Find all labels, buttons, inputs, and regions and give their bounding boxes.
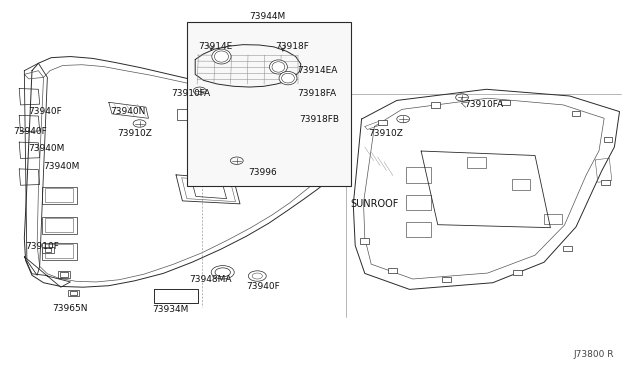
Text: J73800 R: J73800 R xyxy=(574,350,614,359)
Ellipse shape xyxy=(212,49,231,64)
Text: 73910FA: 73910FA xyxy=(172,89,211,98)
Bar xyxy=(601,180,610,185)
Bar xyxy=(544,214,562,224)
Text: SUNROOF: SUNROOF xyxy=(351,199,399,209)
Bar xyxy=(70,291,77,295)
Bar xyxy=(388,268,397,273)
Ellipse shape xyxy=(269,60,287,74)
Bar xyxy=(512,179,530,190)
Text: 73910F: 73910F xyxy=(26,242,60,251)
Ellipse shape xyxy=(279,71,297,85)
Text: 73944M: 73944M xyxy=(250,12,285,21)
Text: 73918F: 73918F xyxy=(275,42,309,51)
Text: 73940F: 73940F xyxy=(28,107,62,116)
Bar xyxy=(378,120,387,125)
Bar xyxy=(58,271,70,278)
Text: 73996: 73996 xyxy=(248,168,277,177)
Bar xyxy=(45,248,51,252)
Text: 73914E: 73914E xyxy=(198,42,233,51)
Text: 73940F: 73940F xyxy=(13,127,47,136)
Bar xyxy=(42,187,77,204)
Text: 73910FA: 73910FA xyxy=(465,100,504,109)
Text: 73940M: 73940M xyxy=(44,162,80,171)
Bar xyxy=(406,222,431,237)
Bar xyxy=(563,246,572,251)
Text: 73934M: 73934M xyxy=(152,305,189,314)
Bar xyxy=(513,270,522,275)
Bar xyxy=(42,217,77,234)
Bar xyxy=(360,238,369,244)
Bar xyxy=(572,111,580,116)
Text: 73940M: 73940M xyxy=(28,144,65,153)
Bar xyxy=(60,272,68,277)
Text: 73918FB: 73918FB xyxy=(300,115,340,124)
Text: 73948MA: 73948MA xyxy=(189,275,232,284)
Bar xyxy=(177,109,195,120)
Bar xyxy=(442,277,451,282)
Bar xyxy=(45,244,73,258)
Bar xyxy=(406,195,431,210)
Text: 73918FA: 73918FA xyxy=(298,89,337,98)
Text: 73910Z: 73910Z xyxy=(369,129,403,138)
Bar xyxy=(604,137,612,142)
Bar xyxy=(42,247,54,253)
Bar xyxy=(68,290,79,296)
Bar xyxy=(187,22,351,186)
Text: 73940N: 73940N xyxy=(110,107,145,116)
Text: 73940F: 73940F xyxy=(246,282,280,291)
Bar xyxy=(406,167,431,183)
Bar xyxy=(467,157,486,168)
Bar xyxy=(431,102,440,108)
Bar xyxy=(42,243,77,260)
Text: 73914EA: 73914EA xyxy=(298,66,338,75)
Text: 73965N: 73965N xyxy=(52,304,88,312)
Text: 73910Z: 73910Z xyxy=(117,129,152,138)
Bar xyxy=(45,218,73,232)
Bar xyxy=(501,100,510,105)
Bar xyxy=(45,188,73,202)
